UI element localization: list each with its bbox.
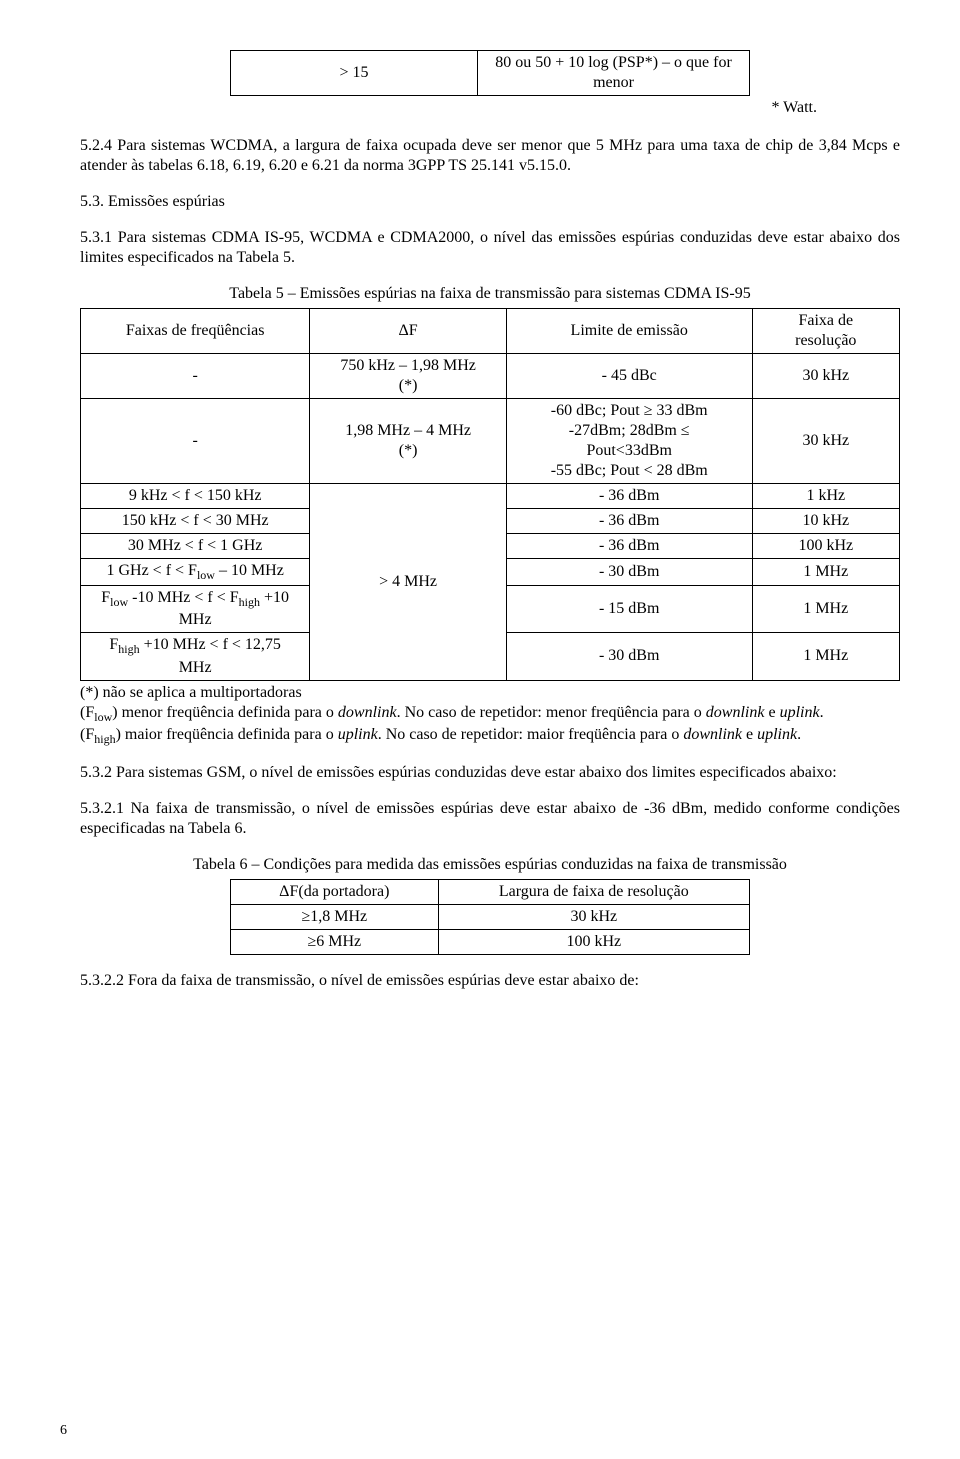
t5-h4: Faixa de resolução: [752, 309, 899, 354]
t5-r7c1-b: -10 MHz < f < F: [128, 589, 238, 606]
fn2: (Flow) menor freqüência definida para o …: [80, 703, 900, 725]
t5-r8c1-s1: high: [118, 643, 139, 657]
fn3-s: high: [94, 732, 115, 746]
t5-r2c2-l1: 1,98 MHz – 4 MHz: [345, 422, 471, 439]
t5-r4c4: 10 kHz: [752, 509, 899, 534]
t5-r6c3: - 30 dBm: [506, 559, 752, 586]
para-5321: 5.3.2.1 Na faixa de transmissão, o nível…: [80, 799, 900, 839]
t5-r2c4: 30 kHz: [752, 399, 899, 484]
fn3-i2: downlink: [683, 726, 742, 743]
fn2-a: (F: [80, 704, 94, 721]
t5-r8c1-l2: MHz: [179, 659, 212, 676]
table5-caption: Tabela 5 – Emissões espúrias na faixa de…: [80, 284, 900, 304]
fn3-b: ) maior freqüência definida para o: [116, 726, 338, 743]
t5-r8c4: 1 MHz: [752, 633, 899, 680]
t5-r7c1-s2: high: [239, 595, 260, 609]
t6-r2c1: ≥6 MHz: [231, 929, 439, 954]
t5-r4c3: - 36 dBm: [506, 509, 752, 534]
t5-r1c2: 750 kHz – 1,98 MHz (*): [310, 354, 507, 399]
t5-r6c1-sub: low: [197, 568, 215, 582]
t5-r5c3: - 36 dBm: [506, 534, 752, 559]
t5-r1c3: - 45 dBc: [506, 354, 752, 399]
t5-r7c1-s1: low: [110, 595, 128, 609]
fn2-d: e: [764, 704, 779, 721]
t5-footnotes: (*) não se aplica a multiportadoras (Flo…: [80, 683, 900, 747]
fn3-e: .: [797, 726, 801, 743]
t5-r7c3: - 15 dBm: [506, 586, 752, 633]
fn2-s: low: [94, 710, 112, 724]
fn2-i2: downlink: [706, 704, 765, 721]
fn2-i3: uplink: [780, 704, 820, 721]
t5-r2c3-l3: Pout<33dBm: [586, 442, 671, 459]
t5-r2c3-l4: -55 dBc; Pout < 28 dBm: [551, 462, 708, 479]
t5-merged: > 4 MHz: [310, 484, 507, 681]
t5-r6c1-a: 1 GHz < f < F: [106, 562, 196, 579]
para-532: 5.3.2 Para sistemas GSM, o nível de emis…: [80, 763, 900, 783]
t5-r7c1-c: +10: [260, 589, 289, 606]
t5-r6c1-b: – 10 MHz: [215, 562, 284, 579]
para-531: 5.3.1 Para sistemas CDMA IS-95, WCDMA e …: [80, 228, 900, 268]
t6-r1c2: 30 kHz: [438, 904, 749, 929]
t5-r3c1: 9 kHz < f < 150 kHz: [81, 484, 310, 509]
table6-caption: Tabela 6 – Condições para medida das emi…: [80, 855, 900, 875]
t5-h2: ΔF: [310, 309, 507, 354]
t5-r2c2: 1,98 MHz – 4 MHz (*): [310, 399, 507, 484]
t5-r2c2-l2: (*): [399, 442, 418, 459]
heading-53: 5.3. Emissões espúrias: [80, 192, 900, 212]
fn2-e: .: [820, 704, 824, 721]
para-524: 5.2.4 Para sistemas WCDMA, a largura de …: [80, 136, 900, 176]
t5-r2c3: -60 dBc; Pout ≥ 33 dBm -27dBm; 28dBm ≤ P…: [506, 399, 752, 484]
t5-r5c4: 100 kHz: [752, 534, 899, 559]
t5-h3: Limite de emissão: [506, 309, 752, 354]
t5-r6c4: 1 MHz: [752, 559, 899, 586]
t5-r2c3-l2: -27dBm; 28dBm ≤: [569, 422, 690, 439]
t6-h1: ΔF(da portadora): [231, 879, 439, 904]
t5-r7c4: 1 MHz: [752, 586, 899, 633]
t5-r7c1-l2: MHz: [179, 611, 212, 628]
t6-h2: Largura de faixa de resolução: [438, 879, 749, 904]
t0-right-l2: menor: [593, 74, 634, 91]
para-5322: 5.3.2.2 Fora da faixa de transmissão, o …: [80, 971, 900, 991]
fn2-c: . No caso de repetidor: menor freqüência…: [397, 704, 706, 721]
t5-r1c1: -: [81, 354, 310, 399]
t6-r2c2: 100 kHz: [438, 929, 749, 954]
fn3-i1: uplink: [338, 726, 378, 743]
fn2-i1: downlink: [338, 704, 397, 721]
fn3-d: e: [742, 726, 757, 743]
t5-r4c1: 150 kHz < f < 30 MHz: [81, 509, 310, 534]
table-top: > 15 80 ou 50 + 10 log (PSP*) – o que fo…: [230, 50, 750, 96]
t5-r1c2-l1: 750 kHz – 1,98 MHz: [340, 357, 476, 374]
t5-r1c4: 30 kHz: [752, 354, 899, 399]
t6-r1c1: ≥1,8 MHz: [231, 904, 439, 929]
t5-r1c2-l2: (*): [399, 377, 418, 394]
t5-r5c1: 30 MHz < f < 1 GHz: [81, 534, 310, 559]
t0-right-l1: 80 ou 50 + 10 log (PSP*) – o que for: [495, 54, 732, 71]
fn3-a: (F: [80, 726, 94, 743]
t5-r7c1: Flow -10 MHz < f < Fhigh +10 MHz: [81, 586, 310, 633]
t5-h4-l1: Faixa de: [798, 312, 853, 329]
table6: ΔF(da portadora) Largura de faixa de res…: [230, 879, 750, 955]
fn3-c: . No caso de repetidor: maior freqüência…: [378, 726, 684, 743]
fn3: (Fhigh) maior freqüência definida para o…: [80, 725, 900, 747]
t5-r3c4: 1 kHz: [752, 484, 899, 509]
t5-h1: Faixas de freqüências: [81, 309, 310, 354]
t5-r6c1: 1 GHz < f < Flow – 10 MHz: [81, 559, 310, 586]
t5-r2c1: -: [81, 399, 310, 484]
t5-h4-l2: resolução: [795, 332, 856, 349]
table5: Faixas de freqüências ΔF Limite de emiss…: [80, 308, 900, 681]
t5-r8c1-b: +10 MHz < f < 12,75: [140, 636, 281, 653]
t5-r3c3: - 36 dBm: [506, 484, 752, 509]
t0-left: > 15: [231, 51, 478, 96]
t5-r8c1: Fhigh +10 MHz < f < 12,75 MHz: [81, 633, 310, 680]
t5-r8c1-a: F: [109, 636, 118, 653]
fn3-i3: uplink: [757, 726, 797, 743]
t0-right: 80 ou 50 + 10 log (PSP*) – o que for men…: [478, 51, 750, 96]
t5-r7c1-a: F: [101, 589, 110, 606]
t5-r8c3: - 30 dBm: [506, 633, 752, 680]
watt-note: * Watt.: [771, 99, 817, 116]
fn2-b: ) menor freqüência definida para o: [112, 704, 338, 721]
fn1: (*) não se aplica a multiportadoras: [80, 683, 900, 703]
page-number: 6: [60, 1422, 67, 1440]
t5-r2c3-l1: -60 dBc; Pout ≥ 33 dBm: [551, 402, 708, 419]
